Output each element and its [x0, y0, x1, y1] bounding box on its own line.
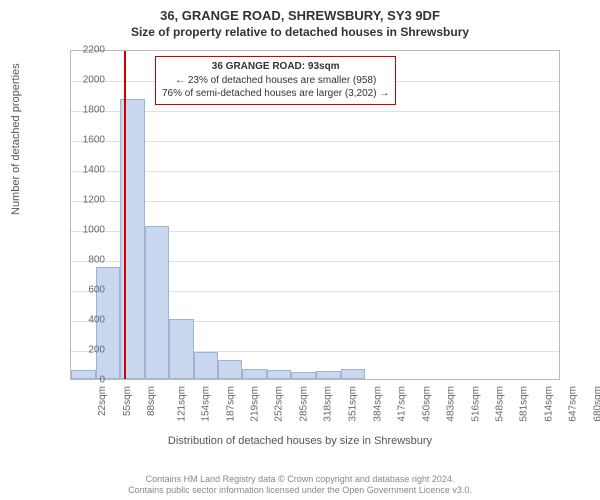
histogram-bar	[194, 352, 219, 379]
y-tick-label: 600	[65, 285, 105, 296]
annotation-callout: 36 GRANGE ROAD: 93sqm← 23% of detached h…	[155, 56, 396, 105]
y-tick-label: 2000	[65, 75, 105, 86]
histogram-bar	[267, 370, 292, 379]
y-axis-title: Number of detached properties	[10, 63, 22, 215]
y-tick-label: 1600	[65, 135, 105, 146]
histogram-bar	[169, 319, 194, 379]
x-tick-label: 516sqm	[470, 386, 481, 422]
x-tick-label: 614sqm	[543, 386, 554, 422]
histogram-bar	[341, 369, 366, 380]
x-tick-label: 285sqm	[298, 386, 309, 422]
footer-line-2: Contains public sector information licen…	[0, 485, 600, 496]
annotation-larger: 76% of semi-detached houses are larger (…	[162, 87, 389, 101]
histogram-bar	[218, 360, 243, 380]
y-tick-label: 800	[65, 255, 105, 266]
x-tick-label: 219sqm	[249, 386, 260, 422]
y-tick-label: 1000	[65, 225, 105, 236]
annotation-title: 36 GRANGE ROAD: 93sqm	[162, 60, 389, 74]
histogram-bar	[316, 371, 341, 379]
x-tick-label: 22sqm	[97, 386, 108, 416]
x-tick-label: 581sqm	[519, 386, 530, 422]
page-title: 36, GRANGE ROAD, SHREWSBURY, SY3 9DF	[0, 8, 600, 23]
y-tick-label: 1800	[65, 105, 105, 116]
y-tick-label: 2200	[65, 45, 105, 56]
histogram-bar	[145, 226, 170, 379]
y-tick-label: 400	[65, 315, 105, 326]
y-tick-label: 0	[65, 375, 105, 386]
histogram-bar	[242, 369, 267, 380]
x-tick-label: 548sqm	[494, 386, 505, 422]
x-tick-label: 121sqm	[176, 386, 187, 422]
x-axis-title: Distribution of detached houses by size …	[0, 435, 600, 447]
footer-attribution: Contains HM Land Registry data © Crown c…	[0, 474, 600, 497]
x-tick-label: 483sqm	[446, 386, 457, 422]
x-tick-label: 680sqm	[593, 386, 600, 422]
page-subtitle: Size of property relative to detached ho…	[0, 25, 600, 39]
annotation-smaller: ← 23% of detached houses are smaller (95…	[162, 74, 389, 88]
property-marker-line	[124, 51, 126, 379]
x-tick-label: 55sqm	[122, 386, 133, 416]
footer-line-1: Contains HM Land Registry data © Crown c…	[0, 474, 600, 485]
x-tick-label: 187sqm	[225, 386, 236, 422]
x-tick-label: 351sqm	[348, 386, 359, 422]
x-tick-label: 318sqm	[323, 386, 334, 422]
x-tick-label: 88sqm	[146, 386, 157, 416]
histogram-bar	[291, 372, 316, 380]
y-tick-label: 1200	[65, 195, 105, 206]
x-tick-label: 154sqm	[201, 386, 212, 422]
x-tick-label: 252sqm	[274, 386, 285, 422]
x-tick-label: 450sqm	[421, 386, 432, 422]
x-tick-label: 384sqm	[372, 386, 383, 422]
y-tick-label: 200	[65, 345, 105, 356]
x-tick-label: 647sqm	[568, 386, 579, 422]
x-tick-label: 417sqm	[397, 386, 408, 422]
y-tick-label: 1400	[65, 165, 105, 176]
